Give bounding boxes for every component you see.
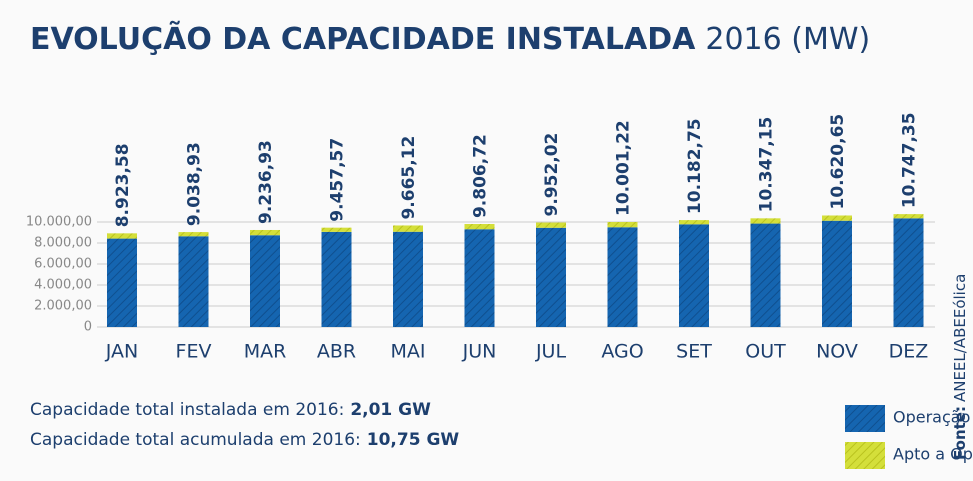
source: Fonte: ANEEL/ABEEólica: [951, 274, 969, 460]
note-text: Capacidade total instalada em 2016:: [30, 400, 344, 420]
note-text: Capacidade total acumulada em 2016:: [30, 430, 361, 450]
note-value: 2,01 GW: [350, 400, 431, 420]
bar-segment: [893, 218, 924, 327]
bar-segment: [107, 238, 137, 327]
x-tick-label: OUT: [745, 341, 786, 363]
x-tick-label: ABR: [317, 341, 356, 363]
value-label: 10.620,65: [828, 114, 848, 210]
value-label: 9.236,93: [256, 140, 276, 224]
chart-subtitle: 2016 (MW): [705, 22, 870, 57]
value-label: 9.806,72: [471, 134, 491, 218]
bar-segment: [536, 227, 566, 327]
x-tick-label: JUN: [462, 341, 497, 363]
bar-segment: [893, 214, 924, 219]
bar-segment: [250, 235, 280, 327]
bar-segment: [607, 222, 638, 228]
legend-swatch: [845, 405, 885, 432]
bar-segment: [250, 229, 280, 236]
bar-segment: [393, 231, 423, 327]
bar-segment: [464, 223, 495, 230]
note-value: 10,75 GW: [367, 430, 460, 450]
value-label: 9.038,93: [185, 142, 205, 226]
bar-segment: [822, 220, 852, 327]
x-tick-label: SET: [676, 341, 712, 363]
legend-label: Apto a Operar: [893, 445, 973, 464]
bar-segment: [750, 223, 781, 327]
bar-segment: [536, 222, 566, 228]
bar-segment: [607, 227, 638, 327]
y-tick-label: 2.000,00: [34, 299, 92, 314]
note: Capacidade total instalada em 2016: 2,01 …: [30, 400, 431, 420]
x-tick-label: AGO: [601, 341, 643, 363]
x-tick-label: DEZ: [889, 341, 929, 363]
value-label: 9.457,57: [328, 138, 348, 222]
bar-segment: [321, 231, 352, 327]
x-tick-label: MAR: [244, 341, 287, 363]
source-text: ANEEL/ABEEólica: [951, 274, 969, 402]
value-label: 8.923,58: [113, 143, 133, 227]
legend-label: Operação: [893, 408, 970, 427]
source-label: Fonte:: [951, 406, 969, 460]
legend-swatch: [845, 442, 885, 469]
chart-title-group: EVOLUÇÃO DA CAPACIDADE INSTALADA 2016 (MW…: [30, 20, 870, 57]
bar-segment: [107, 233, 137, 239]
y-tick-label: 6.000,00: [34, 257, 92, 272]
value-label: 9.665,12: [399, 136, 419, 220]
x-tick-label: NOV: [816, 341, 858, 363]
note: Capacidade total acumulada em 2016: 10,75…: [30, 430, 459, 450]
y-tick-label: 4.000,00: [34, 278, 92, 293]
chart-title: EVOLUÇÃO DA CAPACIDADE INSTALADA: [30, 20, 696, 57]
y-tick-label: 10.000,00: [26, 215, 92, 230]
x-tick-label: JUL: [535, 341, 567, 363]
value-label: 10.747,35: [900, 112, 920, 208]
bar-segment: [679, 224, 709, 327]
x-tick-label: MAI: [391, 341, 426, 363]
bar-segment: [178, 236, 209, 327]
bar-segment: [321, 227, 352, 232]
value-label: 10.001,22: [614, 120, 634, 216]
x-tick-label: FEV: [176, 341, 212, 363]
bar-segment: [393, 225, 423, 232]
value-label: 10.182,75: [685, 118, 705, 214]
y-tick-label: 0: [84, 320, 92, 335]
bar-segment: [822, 215, 852, 221]
bar-segment: [464, 229, 495, 327]
x-tick-label: JAN: [105, 341, 138, 363]
bar-segment: [178, 232, 209, 237]
value-label: 9.952,02: [542, 133, 562, 217]
y-tick-label: 8.000,00: [34, 236, 92, 251]
value-label: 10.347,15: [757, 117, 777, 213]
bar-segment: [679, 220, 709, 225]
bar-segment: [750, 218, 781, 224]
